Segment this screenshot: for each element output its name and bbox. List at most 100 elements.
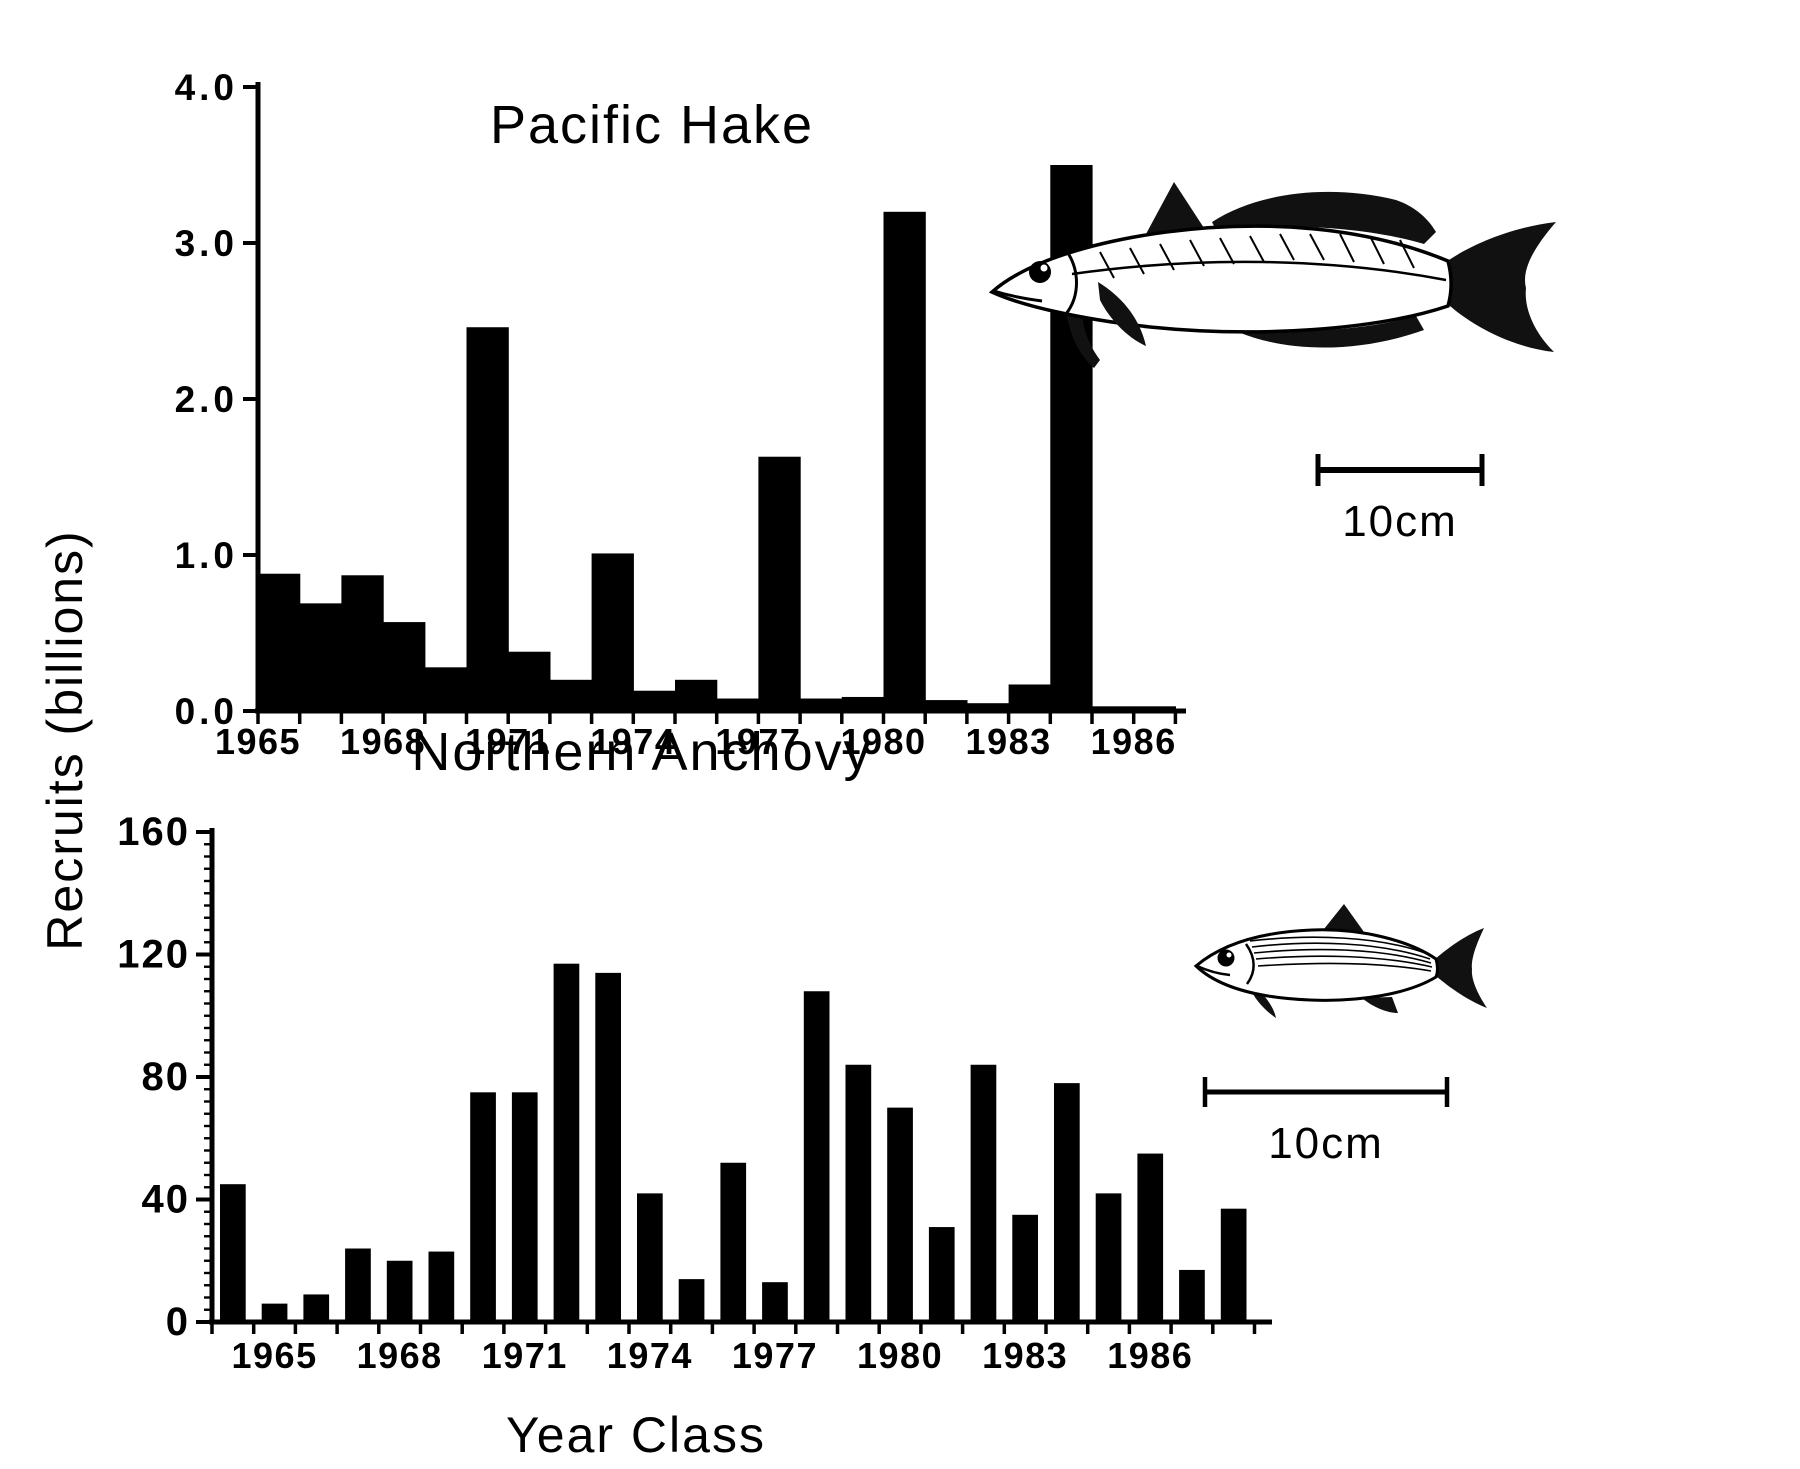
x-tick-label: 1968 — [340, 721, 426, 762]
x-tick-label: 1977 — [715, 721, 801, 762]
bar-1985 — [1092, 706, 1135, 711]
hake-eye — [1029, 261, 1051, 283]
anchovy-scale-bar — [1202, 1077, 1450, 1107]
anchovy-gill-line — [1244, 943, 1255, 985]
hake-chart: 0.0 1.0 2.0 3.0 4.0 1965 1968 1971 1974 1977 1980 1… — [175, 67, 1186, 762]
x-tick-label: 1977 — [732, 1335, 818, 1376]
bar-1973 — [595, 972, 621, 1322]
bar-1978 — [803, 991, 830, 1322]
bar-1965 — [258, 573, 301, 711]
bar-1987 — [1179, 1269, 1205, 1322]
bar-1982 — [966, 703, 1010, 711]
bar-1969 — [424, 667, 468, 711]
anchovy-anal-fin — [1362, 997, 1398, 1013]
bar-1968 — [386, 1260, 413, 1322]
y-tick-label: 2.0 — [175, 379, 238, 420]
bar-1966 — [303, 1294, 330, 1322]
x-tick-label: 1974 — [590, 721, 676, 762]
bar-1971 — [508, 651, 551, 711]
bar-1976 — [720, 1162, 747, 1322]
y-tick-label: 40 — [142, 1178, 191, 1222]
bar-1972 — [553, 963, 580, 1322]
y-tick-label: 0 — [166, 1300, 190, 1344]
hake-shading-hatch — [1099, 233, 1415, 279]
hake-gill-line — [1064, 249, 1078, 315]
x-tick-label: 1971 — [482, 1335, 568, 1376]
y-tick-label: 120 — [117, 933, 190, 977]
x-tick-label: 1980 — [840, 721, 926, 762]
x-axis-label: Year Class — [506, 1407, 766, 1463]
hake-second-dorsal-fin — [1212, 191, 1436, 244]
anchovy-tail-fin — [1431, 928, 1487, 1008]
bar-1978 — [800, 698, 843, 711]
bar-1977 — [758, 456, 801, 711]
bar-1971 — [511, 1092, 538, 1322]
bar-1964 — [220, 1184, 246, 1322]
bar-1983 — [1008, 684, 1051, 711]
bar-1974 — [637, 1193, 663, 1322]
bar-1979 — [845, 1064, 872, 1322]
bar-1972 — [549, 679, 593, 711]
x-tick-label: 1983 — [966, 721, 1052, 762]
x-tick-label: 1986 — [1107, 1335, 1193, 1376]
anchovy-chart: 0 40 80 120 160 1965 1968 1971 1974 1977 1980 1983 1… — [117, 810, 1272, 1376]
bar-1977 — [762, 1282, 788, 1322]
x-tick-label: 1974 — [607, 1335, 693, 1376]
x-tick-label: 1971 — [465, 721, 551, 762]
anchovy-chart-title: Northern Anchovy — [411, 722, 872, 782]
y-tick-label: 0.0 — [175, 691, 238, 732]
bar-1966 — [299, 603, 342, 711]
northern-anchovy-illustration — [1193, 904, 1487, 1018]
y-tick-label: 3.0 — [175, 223, 238, 264]
bar-1965 — [261, 1303, 288, 1322]
y-tick-label: 160 — [117, 810, 190, 854]
bar-1975 — [678, 1279, 705, 1322]
bar-1981 — [925, 700, 968, 711]
anchovy-body — [1193, 928, 1439, 1002]
hake-eye-highlight — [1040, 264, 1048, 272]
x-tick-label: 1965 — [215, 721, 301, 762]
y-tick-label: 80 — [142, 1055, 191, 1099]
bar-1975 — [675, 679, 718, 711]
bar-1973 — [591, 553, 634, 711]
pacific-hake-illustration — [988, 182, 1556, 368]
bar-1981 — [928, 1227, 955, 1322]
anchovy-mouth-line — [1196, 964, 1231, 977]
hake-chart-title: Pacific Hake — [490, 95, 814, 155]
bar-1984 — [1054, 1083, 1080, 1322]
anchovy-eye-highlight — [1226, 952, 1232, 958]
hake-pelvic-fin — [1066, 310, 1100, 368]
x-tick-label: 1980 — [857, 1335, 943, 1376]
bar-1970 — [470, 1092, 496, 1322]
bar-1986 — [1137, 1153, 1164, 1322]
x-tick-label: 1983 — [982, 1335, 1068, 1376]
bar-1986 — [1133, 706, 1176, 711]
bar-1976 — [716, 698, 759, 711]
hake-anal-fin — [1238, 316, 1424, 348]
bar-1969 — [428, 1251, 455, 1322]
hake-first-dorsal-fin — [1146, 182, 1204, 234]
bar-1983 — [1012, 1214, 1038, 1322]
anchovy-scale-bar-label: 10cm — [1268, 1119, 1384, 1168]
bar-1979 — [841, 696, 885, 711]
bar-1982 — [970, 1064, 997, 1322]
y-tick-label: 4.0 — [175, 67, 238, 108]
bar-1967 — [341, 575, 384, 711]
hake-scale-bar-label: 10cm — [1342, 497, 1458, 546]
bar-1980 — [887, 1107, 913, 1322]
hake-mouth-line — [993, 289, 1043, 303]
anchovy-eye — [1217, 949, 1235, 967]
y-axis-label: Recruits (billions) — [37, 529, 93, 950]
bar-1967 — [345, 1248, 371, 1322]
hake-tail-fin — [1443, 222, 1556, 352]
y-tick-label: 1.0 — [175, 535, 238, 576]
bar-1985 — [1095, 1193, 1122, 1322]
x-tick-label: 1965 — [232, 1335, 318, 1376]
bar-1968 — [383, 622, 426, 711]
anchovy-dorsal-fin — [1320, 904, 1364, 934]
x-tick-label: 1968 — [357, 1335, 443, 1376]
bar-1970 — [466, 327, 509, 711]
hake-scale-bar — [1315, 454, 1485, 486]
